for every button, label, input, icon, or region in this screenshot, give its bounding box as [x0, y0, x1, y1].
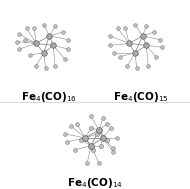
Text: Fe$_4$(CO)$_{16}$: Fe$_4$(CO)$_{16}$ — [21, 90, 77, 104]
Text: Fe$_4$(CO)$_{15}$: Fe$_4$(CO)$_{15}$ — [113, 90, 169, 104]
Text: Fe$_4$(CO)$_{14}$: Fe$_4$(CO)$_{14}$ — [67, 176, 123, 189]
